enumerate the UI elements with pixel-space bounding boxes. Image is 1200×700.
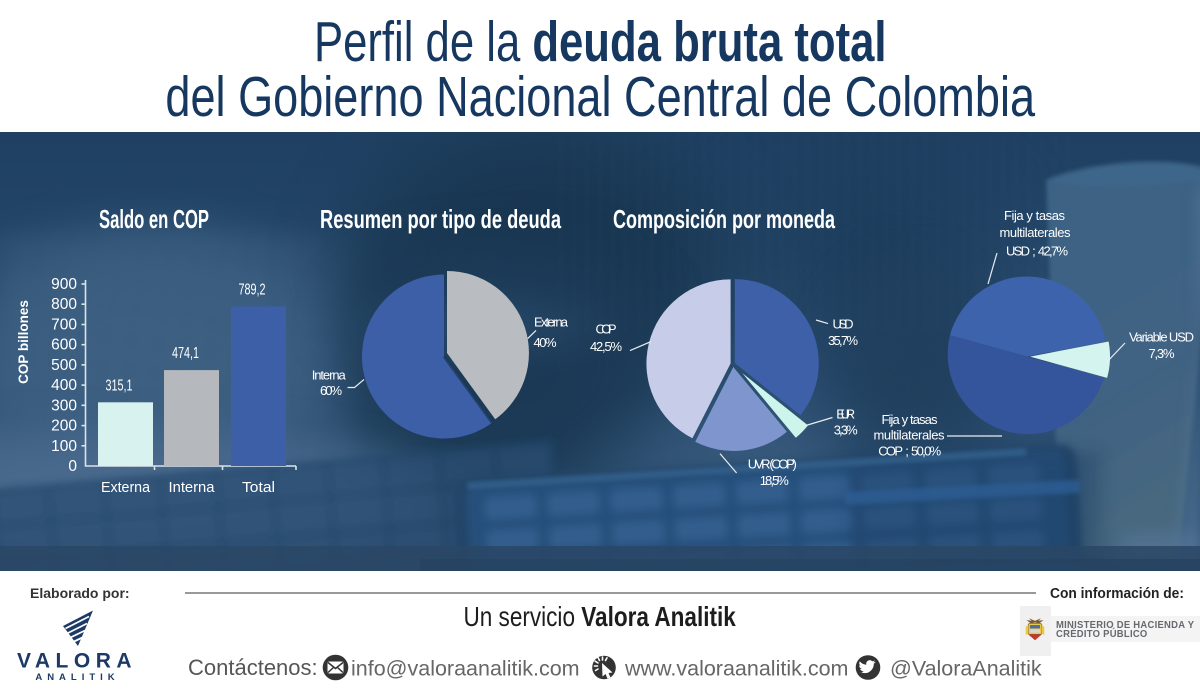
svg-text:Fija y tasas: Fija y tasas [1004,208,1066,223]
svg-text:3,3%: 3,3% [834,423,858,438]
svg-text:info@valoraanalitik.com: info@valoraanalitik.com [351,656,580,680]
svg-text:200: 200 [51,418,77,435]
svg-text:multilaterales: multilaterales [874,428,946,443]
svg-text:Variable USD: Variable USD [1129,330,1194,345]
svg-text:Fija y tasas: Fija y tasas [882,412,939,427]
svg-text:42,5%: 42,5% [590,339,622,354]
svg-text:Saldo en COP: Saldo en COP [99,204,209,234]
svg-text:500: 500 [51,357,77,374]
svg-text:Externa: Externa [534,315,569,330]
svg-text:300: 300 [51,397,77,414]
svg-text:Resumen por tipo de deuda: Resumen por tipo de deuda [320,204,561,234]
svg-text:600: 600 [51,337,77,354]
svg-text:700: 700 [51,317,77,334]
svg-text:800: 800 [51,296,77,313]
svg-text:100: 100 [51,438,77,455]
svg-text:315,1: 315,1 [106,377,133,394]
svg-text:900: 900 [51,276,77,293]
svg-text:COP billones: COP billones [16,300,31,384]
svg-text:multilaterales: multilaterales [1000,225,1072,240]
svg-text:UVR (COP): UVR (COP) [748,456,797,471]
svg-text:Total: Total [242,480,275,496]
svg-text:USD: USD [833,316,854,331]
svg-text:789,2: 789,2 [239,281,266,298]
svg-text:ANALITIK: ANALITIK [35,672,119,683]
svg-text:18,5%: 18,5% [760,473,789,488]
svg-text:Externa: Externa [101,480,151,496]
svg-text:Interna: Interna [169,480,216,496]
svg-text:USD ; 42,7%: USD ; 42,7% [1006,243,1068,258]
svg-text:474,1: 474,1 [172,345,199,362]
svg-text:40%: 40% [534,335,557,350]
svg-text:400: 400 [51,377,77,394]
svg-text:0: 0 [68,458,77,475]
svg-text:COP: COP [596,322,617,337]
svg-text:7,3%: 7,3% [1149,346,1175,361]
svg-text:@ValoraAnalitik: @ValoraAnalitik [890,656,1042,680]
svg-text:Interna: Interna [312,368,347,383]
svg-text:VALORA: VALORA [17,650,137,673]
svg-text:35,7%: 35,7% [828,333,858,348]
svg-text:COP ; 50,0%: COP ; 50,0% [878,443,941,458]
svg-text:Composición por moneda: Composición por moneda [613,204,835,234]
svg-text:EUR: EUR [836,407,855,422]
svg-text:www.valoraanalitik.com: www.valoraanalitik.com [624,656,848,680]
svg-text:60%: 60% [320,383,342,398]
